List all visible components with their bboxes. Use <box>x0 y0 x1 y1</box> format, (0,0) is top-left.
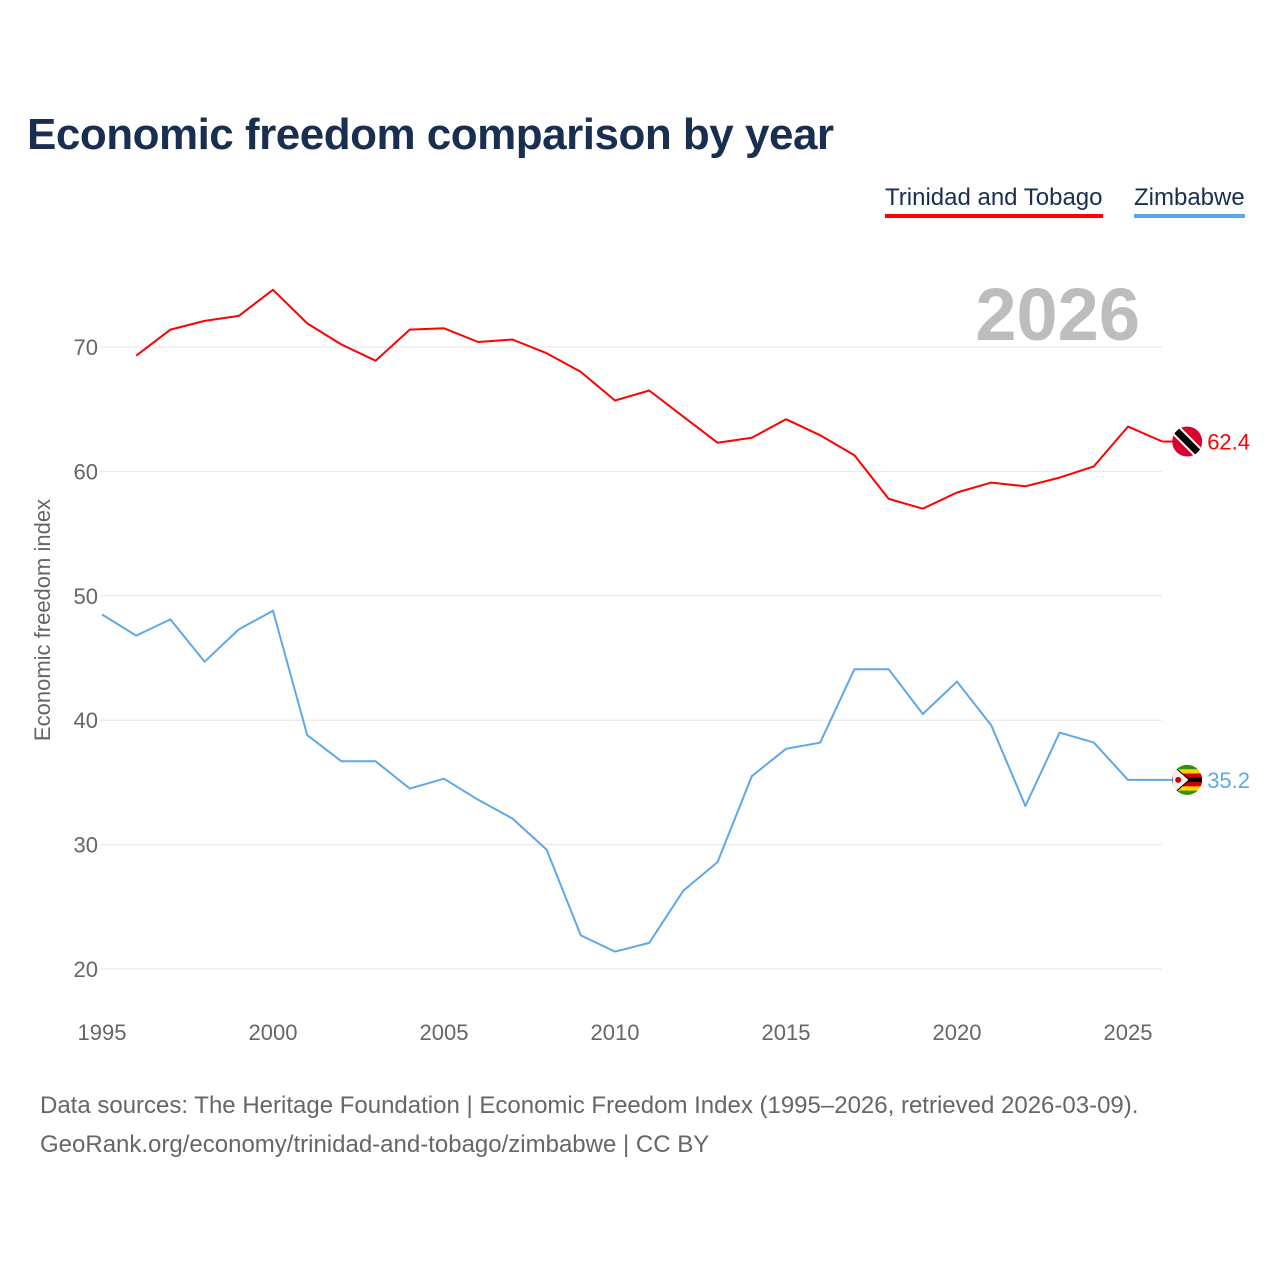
source-line-1: Data sources: The Heritage Foundation | … <box>40 1092 1139 1119</box>
trinidad-and-tobago-flag-icon <box>1172 426 1203 457</box>
y-tick-label: 40 <box>74 708 98 733</box>
x-tick-label: 1995 <box>78 1020 127 1045</box>
chart-title: Economic freedom comparison by year <box>27 110 834 159</box>
x-tick-label: 2015 <box>762 1020 811 1045</box>
end-value-label: 62.4 <box>1207 430 1250 455</box>
y-tick-label: 60 <box>74 459 98 484</box>
series-line-zimbabwe <box>101 609 1163 953</box>
x-tick-label: 2000 <box>249 1020 298 1045</box>
y-tick-label: 70 <box>74 335 98 360</box>
legend-zimbabwe[interactable]: Zimbabwe <box>1134 184 1245 218</box>
zimbabwe-flag-icon <box>1172 764 1203 795</box>
y-tick-label: 20 <box>74 957 98 982</box>
line-chart: 2026 20 30 40 50 60 70 1995 2000 2005 2010 2015 2020… <box>30 273 1250 1045</box>
y-axis-label: Economic freedom index <box>30 499 55 741</box>
y-tick-label: 30 <box>74 833 98 858</box>
x-tick-label: 2020 <box>933 1020 982 1045</box>
series-line-trinidad-and-tobago <box>135 288 1163 510</box>
end-value-label: 35.2 <box>1207 768 1250 793</box>
legend-trinidad-and-tobago[interactable]: Trinidad and Tobago <box>885 184 1103 218</box>
source-line-2: GeoRank.org/economy/trinidad-and-tobago/… <box>40 1131 710 1158</box>
x-tick-label: 2010 <box>591 1020 640 1045</box>
source-note: Data sources: The Heritage Foundation | … <box>40 1086 1138 1164</box>
x-tick-label: 2005 <box>420 1020 469 1045</box>
y-tick-label: 50 <box>74 584 98 609</box>
year-watermark: 2026 <box>975 273 1140 356</box>
x-tick-label: 2025 <box>1104 1020 1153 1045</box>
